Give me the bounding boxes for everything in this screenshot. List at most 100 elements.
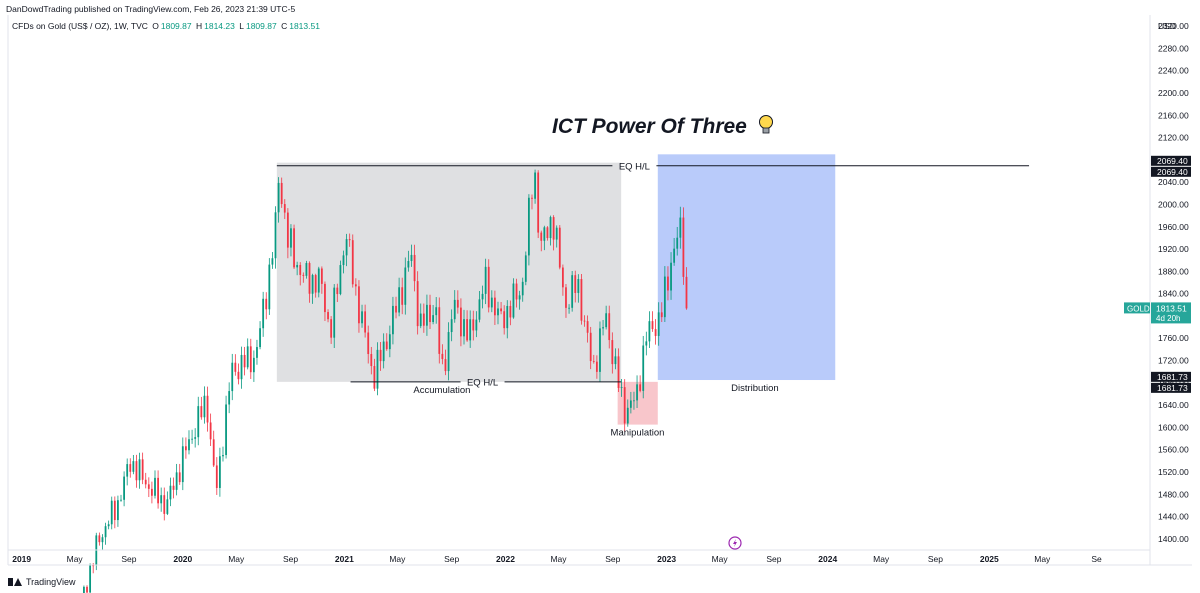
candle-body [259, 328, 261, 348]
candle-body [679, 217, 682, 238]
candle [667, 266, 669, 301]
candle-body [163, 495, 166, 514]
candle [679, 206, 682, 249]
candle-body [623, 387, 626, 424]
candle-body [583, 320, 586, 322]
candle [327, 309, 329, 323]
candle-body [311, 275, 314, 294]
candle-body [385, 341, 388, 350]
price-tick-label: 2280.00 [1158, 43, 1189, 53]
candle [120, 494, 122, 502]
candle-body [212, 439, 215, 466]
candle [370, 346, 373, 375]
candle-body [98, 535, 101, 543]
symbol-name[interactable]: CFDs on Gold (US$ / OZ), 1W, TVC [12, 21, 148, 31]
candle-body [339, 265, 342, 295]
lightbulb-icon [759, 115, 773, 134]
candle [639, 375, 642, 393]
candle-body [463, 319, 465, 337]
candle [494, 290, 496, 325]
candle-body [540, 232, 543, 241]
candle-body [113, 500, 116, 521]
candle [317, 266, 320, 298]
candle [626, 399, 629, 427]
candle [441, 344, 444, 365]
candle [577, 274, 580, 303]
candle-body [435, 307, 438, 316]
candle [469, 310, 472, 348]
time-tick-label: 2020 [173, 554, 192, 564]
candle-body [382, 341, 385, 362]
candle-body [667, 276, 669, 291]
candle [382, 333, 385, 369]
candle-body [611, 340, 614, 365]
candle-body [354, 284, 357, 287]
candle [435, 297, 438, 324]
candle-body [203, 395, 206, 418]
candle-body [169, 485, 172, 500]
lightning-icon[interactable] [728, 536, 742, 550]
candle [175, 463, 178, 496]
candle-body [296, 264, 299, 268]
candle-body [472, 319, 475, 331]
price-tick-label: 1640.00 [1158, 400, 1189, 410]
candle [283, 199, 286, 220]
candle [191, 429, 193, 444]
candle [645, 331, 648, 356]
candle-body [184, 446, 187, 451]
candle-body [518, 295, 521, 300]
candle [222, 446, 224, 462]
candle-body [123, 476, 125, 500]
candle-body [512, 283, 515, 318]
candle [623, 379, 626, 432]
time-tick-label: Sep [283, 554, 298, 564]
candle-body [515, 283, 518, 300]
candle [293, 224, 295, 269]
candle-body [237, 371, 240, 380]
candle [123, 471, 125, 507]
candle-body [243, 354, 246, 368]
candle [184, 437, 187, 459]
candle-body [617, 356, 620, 389]
candle-body [379, 349, 382, 362]
candle [444, 349, 447, 376]
candle [231, 353, 234, 401]
candle-body [441, 353, 444, 360]
candle [385, 333, 388, 351]
candle-body [392, 305, 394, 335]
price-tick-label: 1840.00 [1158, 289, 1189, 299]
candle [197, 396, 200, 446]
candle [110, 496, 113, 530]
candle-body [503, 311, 506, 329]
candle-body [86, 586, 88, 593]
candle-body [225, 404, 227, 456]
candle [206, 386, 209, 432]
chart-title: ICT Power Of Three [552, 115, 747, 138]
candle-body [252, 357, 255, 373]
candle [460, 298, 462, 347]
candle-body [218, 456, 221, 488]
time-tick-label: May [550, 554, 567, 564]
candle-body [429, 304, 431, 323]
price-scale-marker-bg [1151, 166, 1191, 177]
candle [194, 428, 197, 448]
candle [151, 481, 153, 504]
candle-body [537, 172, 540, 233]
candle [685, 267, 688, 310]
candle [602, 320, 604, 336]
candle-body [351, 240, 354, 285]
candle-body [500, 308, 502, 312]
candle [95, 532, 98, 571]
candle-body [497, 308, 499, 316]
price-tick-label: 1520.00 [1158, 467, 1189, 477]
currency-label: USD [1158, 21, 1176, 31]
candle [416, 271, 419, 335]
price-tick-label: 1480.00 [1158, 489, 1189, 499]
current-price-symbol: GOLD [1127, 304, 1150, 313]
candle-body [549, 217, 552, 239]
candle [670, 252, 672, 300]
candle-body [561, 267, 564, 288]
footer-brand: TradingView [8, 577, 76, 587]
